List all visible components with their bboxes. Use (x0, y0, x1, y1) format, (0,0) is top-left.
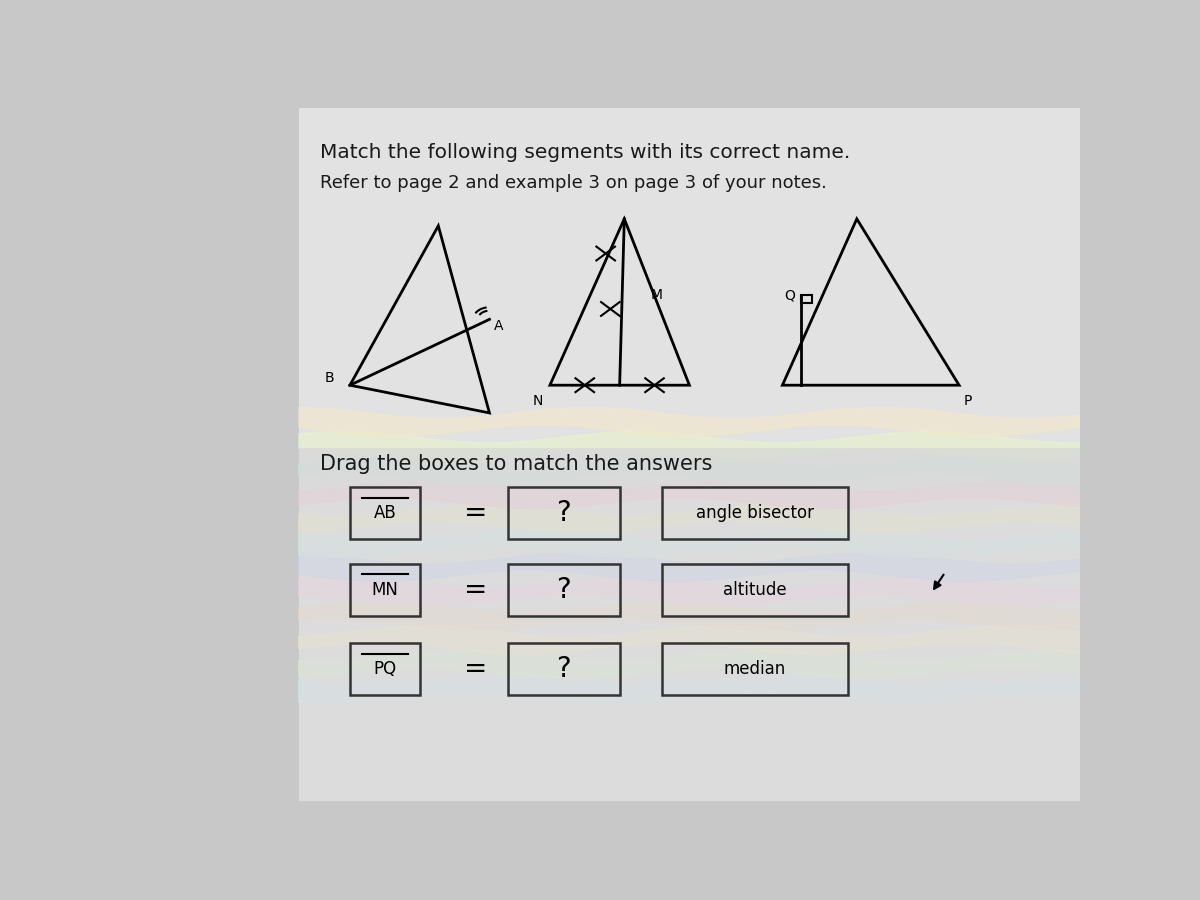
Text: =: = (464, 576, 487, 604)
Bar (299, 108, 1080, 801)
Bar (661, 563, 847, 616)
Bar (350, 488, 420, 539)
Text: ?: ? (557, 500, 571, 527)
Bar (508, 488, 619, 539)
Text: ?: ? (557, 655, 571, 683)
Polygon shape (299, 553, 1080, 581)
Bar (508, 644, 619, 696)
Polygon shape (299, 626, 1080, 654)
Text: Match the following segments with its correct name.: Match the following segments with its co… (320, 142, 851, 162)
Bar (350, 644, 420, 696)
Text: M: M (650, 288, 662, 302)
Text: median: median (724, 661, 786, 679)
Text: A: A (494, 320, 504, 333)
Text: altitude: altitude (722, 580, 786, 598)
Text: ?: ? (557, 576, 571, 604)
Polygon shape (299, 577, 1080, 606)
Text: angle bisector: angle bisector (696, 504, 814, 522)
Polygon shape (299, 504, 1080, 533)
Text: AB: AB (373, 504, 396, 522)
Polygon shape (299, 601, 1080, 630)
Text: MN: MN (371, 580, 398, 598)
Text: Drag the boxes to match the answers: Drag the boxes to match the answers (320, 454, 713, 474)
Text: =: = (464, 500, 487, 527)
Text: Q: Q (785, 288, 796, 302)
Bar (661, 488, 847, 539)
Text: PQ: PQ (373, 661, 396, 679)
Bar (299, 490, 1080, 801)
Text: =: = (464, 655, 487, 683)
Polygon shape (299, 674, 1080, 703)
Bar (350, 563, 420, 616)
Bar (299, 447, 1080, 490)
Text: Refer to page 2 and example 3 on page 3 of your notes.: Refer to page 2 and example 3 on page 3 … (320, 174, 827, 192)
Text: B: B (324, 372, 334, 385)
Polygon shape (299, 456, 1080, 484)
Bar (508, 563, 619, 616)
Text: N: N (533, 393, 544, 408)
Polygon shape (299, 650, 1080, 679)
Bar (661, 644, 847, 696)
Polygon shape (299, 432, 1080, 460)
Text: P: P (964, 393, 972, 408)
Polygon shape (299, 480, 1080, 508)
Polygon shape (299, 528, 1080, 557)
Polygon shape (299, 408, 1080, 436)
